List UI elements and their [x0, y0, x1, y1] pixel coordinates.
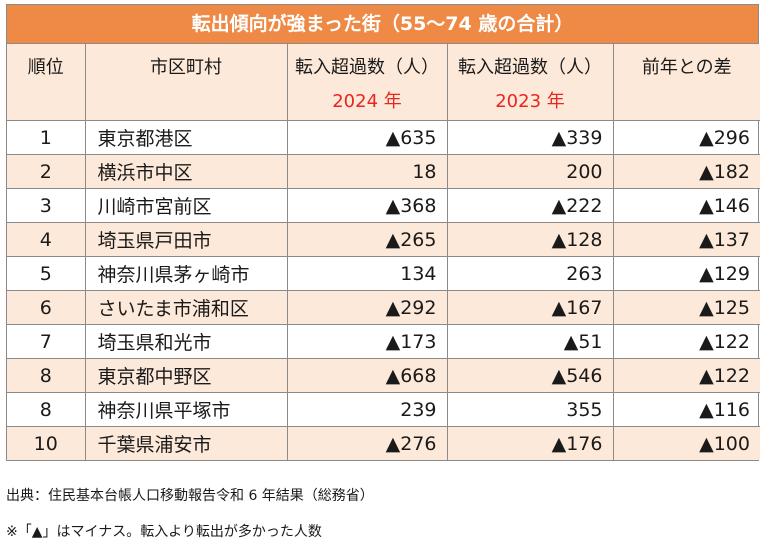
header-2023: 転入超過数（人） 2023 年	[446, 44, 614, 121]
city-cell: さいたま市浦和区	[84, 290, 288, 325]
value-2023-cell: ▲222	[446, 188, 614, 223]
value-2024-cell: 134	[286, 256, 448, 291]
diff-cell: ▲100	[612, 426, 760, 460]
rank-cell: 5	[7, 256, 86, 291]
city-cell: 神奈川県茅ヶ崎市	[84, 256, 288, 291]
value-2023-cell: 355	[446, 392, 614, 427]
year-2023-label: 2023 年	[495, 91, 565, 112]
diff-cell: ▲182	[612, 154, 760, 189]
header-city: 市区町村	[84, 44, 288, 121]
table-row: 8 東京都中野区 ▲668 ▲546 ▲122	[7, 358, 760, 393]
table-row: 5 神奈川県茅ヶ崎市 134 263 ▲129	[7, 256, 760, 291]
value-2024-cell: ▲635	[286, 120, 448, 155]
diff-cell: ▲296	[612, 120, 760, 155]
value-2024-cell: 18	[286, 154, 448, 189]
table-row: 8 神奈川県平塚市 239 355 ▲116	[7, 392, 760, 427]
city-cell: 川崎市宮前区	[84, 188, 288, 223]
rank-cell: 8	[7, 392, 86, 427]
value-2023-cell: ▲128	[446, 222, 614, 257]
header-row: 順位 市区町村 転入超過数（人） 2024 年 転入超過数（人） 2023 年 …	[7, 44, 760, 121]
header-diff: 前年との差	[612, 44, 760, 121]
year-2024-label: 2024 年	[332, 91, 402, 112]
header-2024: 転入超過数（人） 2024 年	[286, 44, 448, 121]
header-rank: 順位	[7, 44, 86, 121]
table-row: 2 横浜市中区 18 200 ▲182	[7, 154, 760, 189]
value-2023-cell: ▲167	[446, 290, 614, 325]
city-cell: 神奈川県平塚市	[84, 392, 288, 427]
value-2023-cell: ▲339	[446, 120, 614, 155]
rank-cell: 6	[7, 290, 86, 325]
table-row: 4 埼玉県戸田市 ▲265 ▲128 ▲137	[7, 222, 760, 257]
footnote: ※「▲」はマイナス。転入より転出が多かった人数	[6, 524, 322, 540]
diff-cell: ▲137	[612, 222, 760, 257]
table-row: 3 川崎市宮前区 ▲368 ▲222 ▲146	[7, 188, 760, 223]
value-2023-cell: ▲51	[446, 324, 614, 359]
value-2024-cell: ▲292	[286, 290, 448, 325]
rank-cell: 3	[7, 188, 86, 223]
diff-cell: ▲146	[612, 188, 760, 223]
city-cell: 埼玉県戸田市	[84, 222, 288, 257]
rank-cell: 7	[7, 324, 86, 359]
table-title: 転出傾向が強まった街（55～74 歳の合計）	[7, 5, 758, 44]
city-cell: 埼玉県和光市	[84, 324, 288, 359]
table-row: 6 さいたま市浦和区 ▲292 ▲167 ▲125	[7, 290, 760, 325]
table-row: 7 埼玉県和光市 ▲173 ▲51 ▲122	[7, 324, 760, 359]
value-2024-cell: 239	[286, 392, 448, 427]
diff-cell: ▲116	[612, 392, 760, 427]
rank-cell: 2	[7, 154, 86, 189]
ranking-table: 順位 市区町村 転入超過数（人） 2024 年 転入超過数（人） 2023 年 …	[7, 44, 760, 460]
value-2023-cell: ▲176	[446, 426, 614, 460]
source-note: 出典：住民基本台帳人口移動報告令和 6 年結果（総務省）	[6, 488, 374, 504]
value-2023-cell: ▲546	[446, 358, 614, 393]
diff-cell: ▲125	[612, 290, 760, 325]
city-cell: 東京都港区	[84, 120, 288, 155]
value-2024-cell: ▲668	[286, 358, 448, 393]
rank-cell: 1	[7, 120, 86, 155]
diff-cell: ▲129	[612, 256, 760, 291]
value-2024-cell: ▲265	[286, 222, 448, 257]
table-row: 10 千葉県浦安市 ▲276 ▲176 ▲100	[7, 426, 760, 460]
value-2023-cell: 263	[446, 256, 614, 291]
value-2024-cell: ▲173	[286, 324, 448, 359]
city-cell: 横浜市中区	[84, 154, 288, 189]
value-2023-cell: 200	[446, 154, 614, 189]
value-2024-cell: ▲368	[286, 188, 448, 223]
city-cell: 千葉県浦安市	[84, 426, 288, 460]
value-2024-cell: ▲276	[286, 426, 448, 460]
rank-cell: 4	[7, 222, 86, 257]
diff-cell: ▲122	[612, 324, 760, 359]
rank-cell: 10	[7, 426, 86, 460]
city-cell: 東京都中野区	[84, 358, 288, 393]
ranking-table-frame: 転出傾向が強まった街（55～74 歳の合計） 順位 市区町村 転入超過数（人） …	[6, 4, 760, 461]
table-row: 1 東京都港区 ▲635 ▲339 ▲296	[7, 120, 760, 155]
diff-cell: ▲122	[612, 358, 760, 393]
rank-cell: 8	[7, 358, 86, 393]
